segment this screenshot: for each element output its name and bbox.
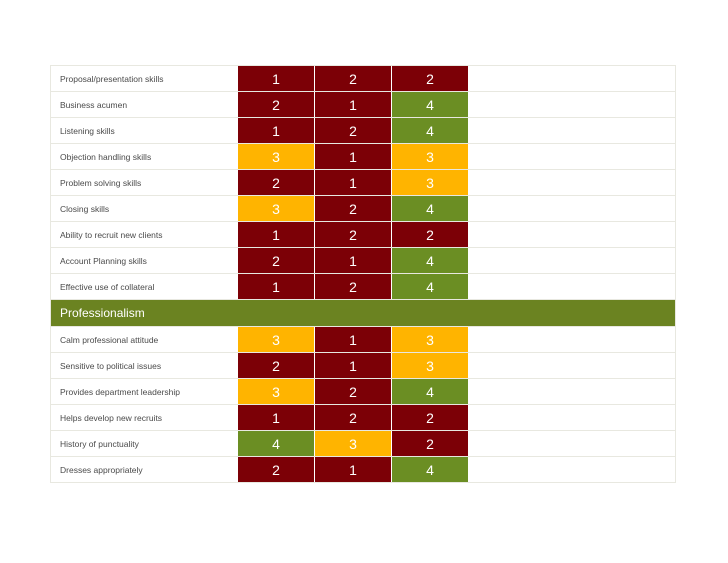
skill-label: Dresses appropriately bbox=[60, 464, 143, 475]
score-cell: 4 bbox=[392, 92, 468, 117]
score-cell: 4 bbox=[392, 248, 468, 273]
empty-cell bbox=[469, 457, 675, 482]
skill-label: Listening skills bbox=[60, 125, 115, 136]
skill-label: Provides department leadership bbox=[60, 386, 181, 397]
score-cell: 4 bbox=[392, 274, 468, 299]
score-cell: 1 bbox=[315, 92, 391, 117]
empty-cell bbox=[469, 327, 675, 352]
score-cell: 3 bbox=[392, 353, 468, 378]
table-row: Effective use of collateral 1 2 4 bbox=[51, 274, 675, 300]
table-row: Listening skills 1 2 4 bbox=[51, 118, 675, 144]
score-cell: 1 bbox=[315, 170, 391, 195]
empty-cell bbox=[469, 196, 675, 221]
score-cell: 1 bbox=[238, 118, 314, 143]
skill-label: Helps develop new recruits bbox=[60, 412, 163, 423]
skill-label: Business acumen bbox=[60, 99, 128, 110]
skill-label: Effective use of collateral bbox=[60, 281, 155, 292]
score-cell: 2 bbox=[315, 66, 391, 91]
empty-cell bbox=[469, 274, 675, 299]
empty-cell bbox=[469, 222, 675, 247]
score-cell: 1 bbox=[315, 248, 391, 273]
table-row: Provides department leadership 3 2 4 bbox=[51, 379, 675, 405]
score-cell: 2 bbox=[238, 170, 314, 195]
table-row: Ability to recruit new clients 1 2 2 bbox=[51, 222, 675, 248]
table-row: Calm professional attitude 3 1 3 bbox=[51, 327, 675, 353]
skill-label: History of punctuality bbox=[60, 438, 139, 449]
score-cell: 2 bbox=[315, 274, 391, 299]
score-cell: 2 bbox=[238, 248, 314, 273]
table-row: History of punctuality 4 3 2 bbox=[51, 431, 675, 457]
score-cell: 1 bbox=[315, 457, 391, 482]
score-cell: 2 bbox=[392, 222, 468, 247]
skill-label: Ability to recruit new clients bbox=[60, 229, 163, 240]
score-cell: 2 bbox=[315, 405, 391, 430]
score-cell: 2 bbox=[315, 222, 391, 247]
score-cell: 3 bbox=[315, 431, 391, 456]
score-cell: 4 bbox=[238, 431, 314, 456]
skill-label: Account Planning skills bbox=[60, 255, 147, 266]
score-cell: 2 bbox=[315, 379, 391, 404]
score-cell: 1 bbox=[238, 274, 314, 299]
empty-cell bbox=[469, 405, 675, 430]
score-cell: 3 bbox=[392, 170, 468, 195]
score-cell: 1 bbox=[238, 66, 314, 91]
score-cell: 1 bbox=[315, 327, 391, 352]
empty-cell bbox=[469, 170, 675, 195]
score-cell: 1 bbox=[315, 144, 391, 169]
score-cell: 3 bbox=[238, 144, 314, 169]
score-cell: 3 bbox=[238, 196, 314, 221]
score-cell: 1 bbox=[238, 405, 314, 430]
table-row: Sensitive to political issues 2 1 3 bbox=[51, 353, 675, 379]
score-cell: 2 bbox=[238, 457, 314, 482]
score-cell: 2 bbox=[238, 92, 314, 117]
skill-label: Closing skills bbox=[60, 203, 110, 214]
skill-label: Objection handling skills bbox=[60, 151, 152, 162]
score-cell: 2 bbox=[238, 353, 314, 378]
empty-cell bbox=[469, 92, 675, 117]
empty-cell bbox=[469, 431, 675, 456]
score-cell: 4 bbox=[392, 118, 468, 143]
table-row: Proposal/presentation skills 1 2 2 bbox=[51, 66, 675, 92]
skill-label: Problem solving skills bbox=[60, 177, 142, 188]
empty-cell bbox=[469, 248, 675, 273]
score-cell: 2 bbox=[392, 431, 468, 456]
score-cell: 2 bbox=[315, 118, 391, 143]
score-cell: 2 bbox=[392, 66, 468, 91]
table-row: Problem solving skills 2 1 3 bbox=[51, 170, 675, 196]
skill-label: Proposal/presentation skills bbox=[60, 73, 164, 84]
empty-cell bbox=[469, 379, 675, 404]
score-cell: 2 bbox=[392, 405, 468, 430]
score-cell: 1 bbox=[238, 222, 314, 247]
skill-label: Sensitive to political issues bbox=[60, 360, 162, 371]
score-cell: 3 bbox=[392, 327, 468, 352]
score-cell: 2 bbox=[315, 196, 391, 221]
table-row: Dresses appropriately 2 1 4 bbox=[51, 457, 675, 483]
score-cell: 4 bbox=[392, 196, 468, 221]
score-cell: 3 bbox=[392, 144, 468, 169]
score-cell: 3 bbox=[238, 327, 314, 352]
table-row: Business acumen 2 1 4 bbox=[51, 92, 675, 118]
section-header: Professionalism bbox=[51, 300, 675, 327]
score-cell: 4 bbox=[392, 379, 468, 404]
table-row: Helps develop new recruits 1 2 2 bbox=[51, 405, 675, 431]
empty-cell bbox=[469, 118, 675, 143]
empty-cell bbox=[469, 66, 675, 91]
skills-rating-table: Proposal/presentation skills 1 2 2 Business … bbox=[50, 65, 676, 483]
empty-cell bbox=[469, 353, 675, 378]
empty-cell bbox=[469, 144, 675, 169]
table-row: Closing skills 3 2 4 bbox=[51, 196, 675, 222]
skill-label: Calm professional attitude bbox=[60, 334, 159, 345]
score-cell: 1 bbox=[315, 353, 391, 378]
table-row: Objection handling skills 3 1 3 bbox=[51, 144, 675, 170]
table-row: Account Planning skills 2 1 4 bbox=[51, 248, 675, 274]
score-cell: 4 bbox=[392, 457, 468, 482]
score-cell: 3 bbox=[238, 379, 314, 404]
